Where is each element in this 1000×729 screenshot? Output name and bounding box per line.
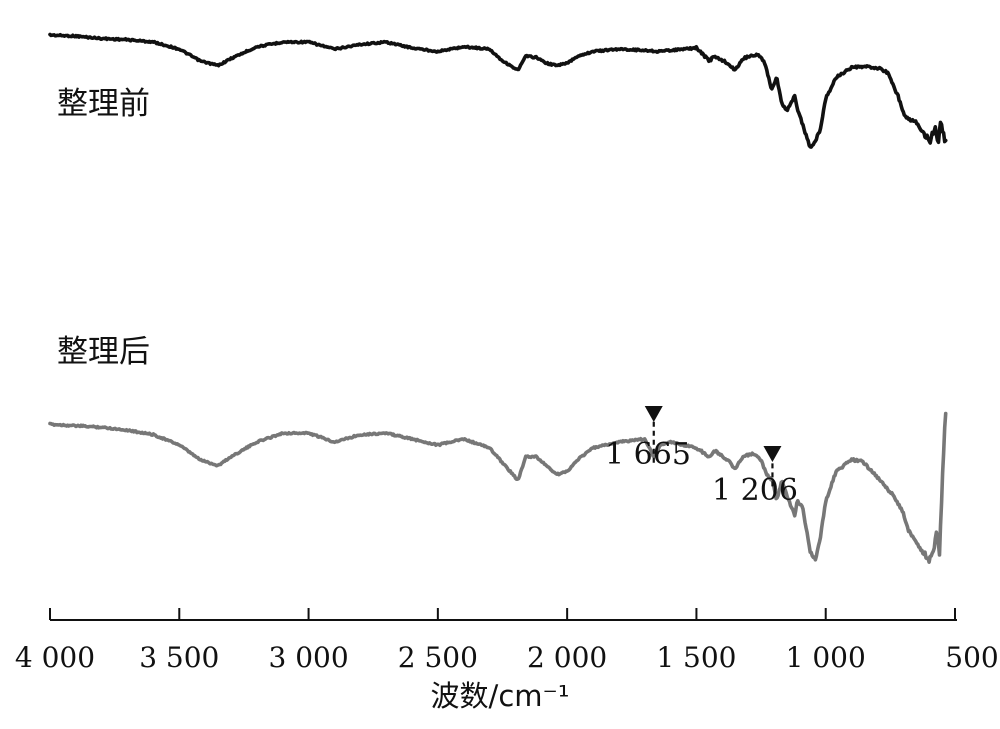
annotation-label: 1 665	[605, 437, 691, 472]
x-tick-label: 2 000	[527, 641, 607, 674]
x-tick-label: 3 500	[139, 641, 219, 674]
series-label-2: 整理后	[57, 334, 150, 370]
annotation-arrowhead	[763, 446, 782, 462]
annotation-arrowhead	[644, 406, 663, 422]
x-tick-label: 3 000	[268, 641, 348, 674]
series-line-1	[48, 32, 948, 149]
x-tick-label: 2 500	[398, 641, 478, 674]
series-label-1: 整理前	[57, 86, 150, 122]
x-tick-label: 500	[945, 641, 998, 674]
x-tick-label: 1 000	[786, 641, 866, 674]
x-axis-title: 波数/cm⁻¹	[431, 679, 570, 713]
x-axis: 4 000 3 500 3 000 2 500 2 000 1 500 1 000 500	[15, 608, 999, 674]
annotations: 1 665 1 206	[605, 406, 798, 508]
series-line-2	[48, 411, 948, 564]
x-tick-label: 1 500	[656, 641, 736, 674]
series-layer	[48, 32, 948, 564]
annotation-label: 1 206	[712, 473, 798, 508]
x-tick-label: 4 000	[15, 641, 95, 674]
